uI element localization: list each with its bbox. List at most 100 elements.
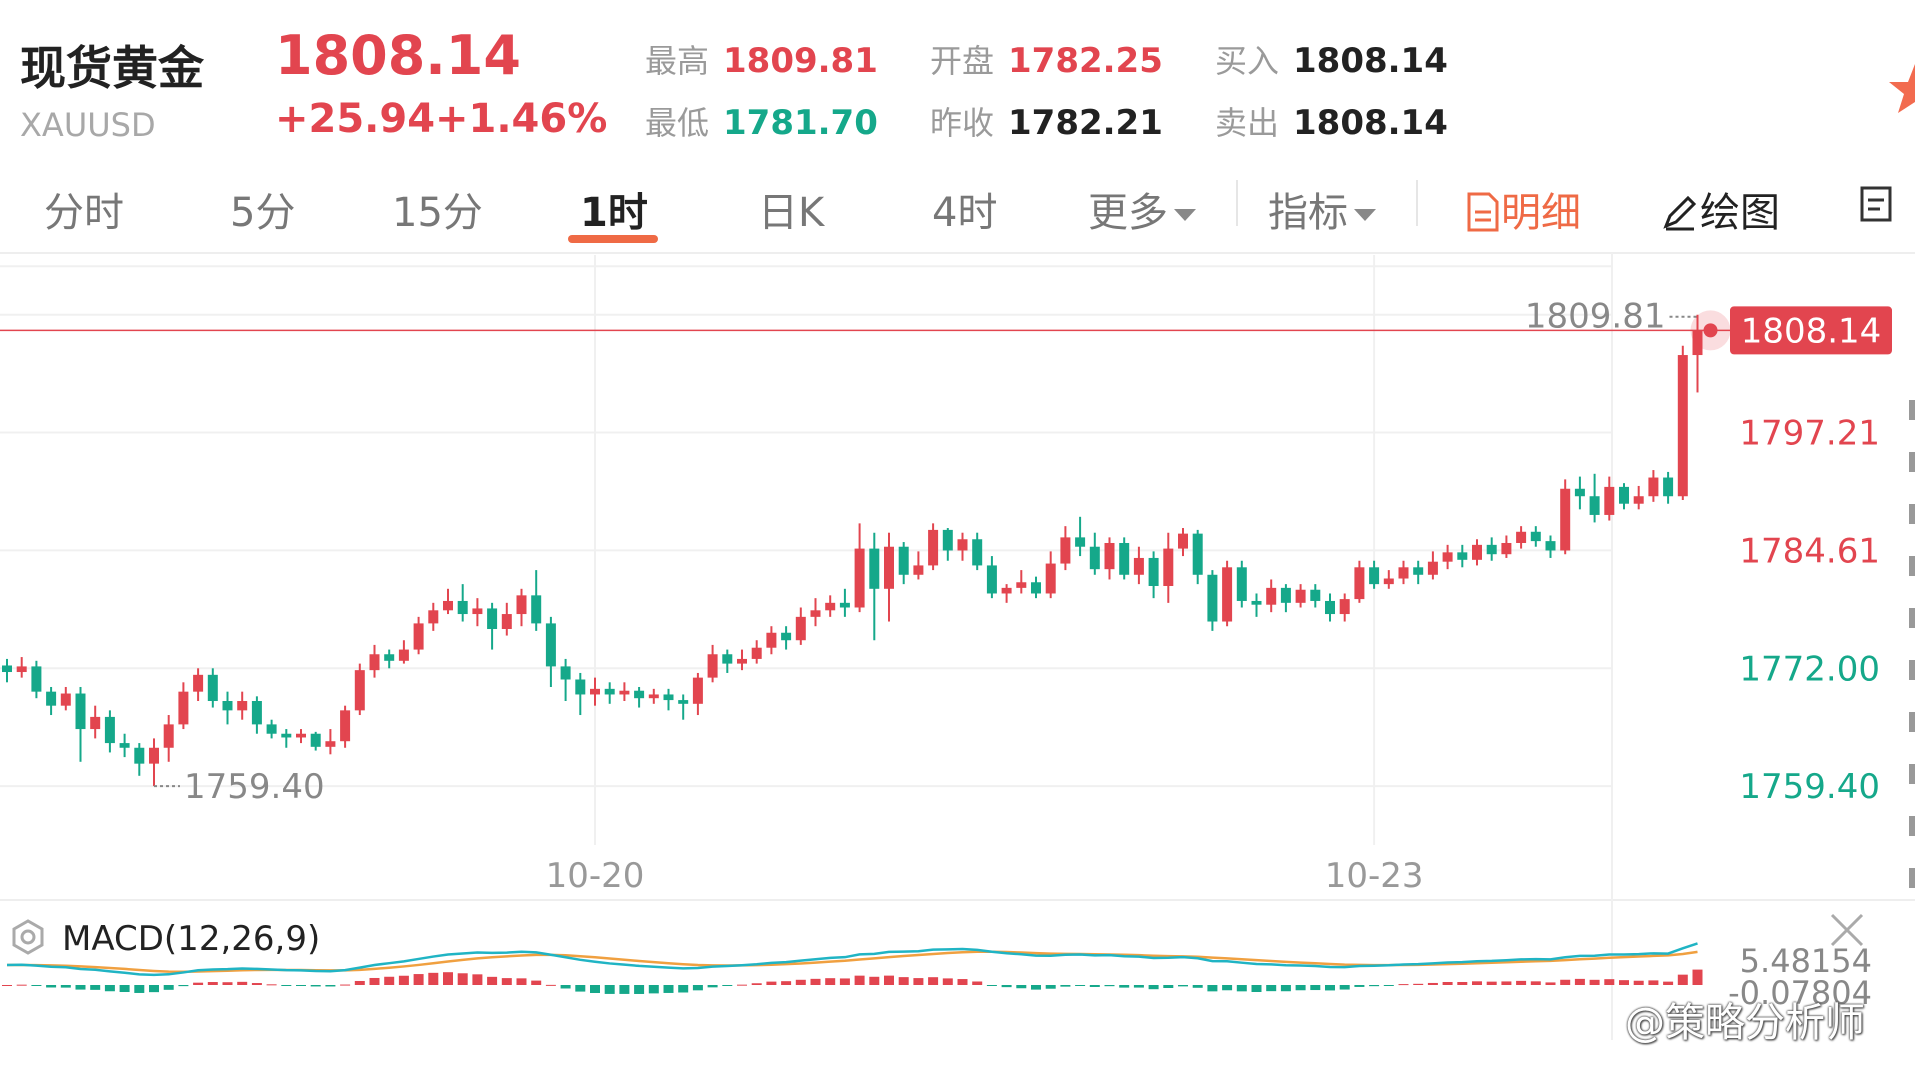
- prev-close-stat: 昨收 1782.21: [930, 98, 1163, 144]
- macd-bar: [972, 981, 983, 985]
- candle: [1589, 473, 1600, 523]
- macd-bar: [46, 985, 57, 988]
- macd-bar: [957, 979, 968, 985]
- tab-timeshare[interactable]: 分时: [44, 190, 124, 236]
- notes-button[interactable]: [1858, 180, 1894, 226]
- low-stat: 最低 1781.70: [645, 98, 878, 144]
- macd-bar: [1178, 985, 1188, 987]
- tab-4hour[interactable]: 4时: [932, 190, 998, 236]
- candle-body: [737, 658, 747, 664]
- candle: [296, 729, 306, 744]
- macd-bar: [1501, 981, 1512, 985]
- candle: [119, 733, 130, 758]
- open-value: 1782.25: [1008, 41, 1163, 81]
- macd-bar: [222, 982, 233, 985]
- candle: [1178, 528, 1188, 557]
- macd-bar: [1354, 985, 1365, 987]
- candle: [1677, 345, 1688, 500]
- candle: [384, 649, 395, 669]
- macd-bar: [663, 985, 674, 993]
- candle-body: [163, 724, 174, 748]
- candle-body: [722, 654, 733, 664]
- candle: [1663, 471, 1674, 504]
- more-dropdown[interactable]: 更多: [1088, 180, 1196, 238]
- candle-body: [237, 701, 248, 711]
- candle-body: [1604, 486, 1615, 515]
- candle-body: [1442, 552, 1453, 562]
- candle: [1075, 516, 1086, 557]
- macd-bar: [1222, 985, 1233, 991]
- candle-body: [1236, 567, 1247, 601]
- candle-body: [501, 614, 512, 630]
- macd-bar: [707, 985, 718, 988]
- candle-body: [193, 674, 204, 692]
- candle-body: [560, 666, 571, 680]
- macd-bar: [575, 985, 586, 992]
- candle-body: [2, 665, 12, 673]
- candle: [810, 598, 821, 627]
- candle: [1560, 479, 1571, 555]
- detail-button[interactable]: 明细: [1465, 180, 1581, 238]
- candle: [457, 584, 468, 622]
- candle-body: [1413, 567, 1424, 575]
- x-tick-label: 10-20: [546, 856, 645, 896]
- price-change-pct: +1.46%: [435, 96, 608, 142]
- candle-body: [1192, 533, 1203, 575]
- max-price-label: 1809.81: [1525, 297, 1666, 337]
- candle: [1045, 551, 1056, 599]
- candle-body: [178, 691, 189, 725]
- candle-body: [428, 610, 439, 624]
- candle: [604, 682, 615, 704]
- candle-body: [1163, 548, 1174, 586]
- chart-overlay: 1808.14 1809.81 1759.40: [0, 297, 1892, 807]
- candle-body: [810, 610, 821, 617]
- macd-bar: [281, 985, 292, 986]
- candle-body: [1104, 542, 1115, 570]
- candle: [1530, 526, 1541, 547]
- candle-body: [1339, 599, 1350, 615]
- macd-bar: [810, 978, 821, 985]
- candle: [75, 686, 86, 762]
- candle-body: [1280, 587, 1291, 603]
- document-icon: [1467, 192, 1499, 232]
- favorite-star-icon[interactable]: [1885, 60, 1915, 120]
- candle: [251, 696, 262, 734]
- tab-15min[interactable]: 15分: [392, 190, 483, 236]
- ask-value: 1808.14: [1293, 103, 1448, 143]
- chevron-down-icon: [1174, 209, 1196, 221]
- macd-bar: [942, 978, 953, 985]
- macd-bar: [795, 979, 806, 985]
- candle: [1192, 529, 1203, 585]
- macd-bar: [1619, 980, 1629, 985]
- macd-bar: [781, 981, 792, 985]
- candle-body: [928, 529, 939, 566]
- candle-body: [1560, 488, 1571, 551]
- x-tick-label: 10-23: [1325, 856, 1424, 896]
- tab-1hour[interactable]: 1时: [580, 190, 648, 236]
- candle-body: [1031, 582, 1041, 594]
- macd-bar: [1148, 985, 1159, 990]
- candle: [884, 532, 894, 622]
- candle: [781, 626, 792, 650]
- candle-body: [1398, 567, 1409, 579]
- macd-bar: [1545, 982, 1556, 985]
- macd-bar: [722, 985, 733, 986]
- draw-button[interactable]: 绘图: [1660, 180, 1780, 238]
- candle: [913, 551, 924, 580]
- candle-body: [472, 608, 483, 615]
- candle: [942, 528, 953, 561]
- tab-5min[interactable]: 5分: [230, 190, 296, 236]
- bid-stat: 买入 1808.14: [1215, 36, 1448, 82]
- detail-label: 明细: [1501, 190, 1581, 236]
- draw-label: 绘图: [1700, 190, 1780, 236]
- macd-bar: [149, 985, 159, 993]
- candle-body: [663, 694, 674, 701]
- price-change: +25.94: [275, 96, 436, 142]
- macd-bar: [854, 975, 865, 985]
- tab-daily[interactable]: 日K: [758, 190, 825, 236]
- indicator-dropdown[interactable]: 指标: [1268, 180, 1376, 238]
- y-axis-edge-mark: [1909, 712, 1915, 732]
- candle-body: [149, 747, 159, 764]
- candle-body: [340, 710, 351, 742]
